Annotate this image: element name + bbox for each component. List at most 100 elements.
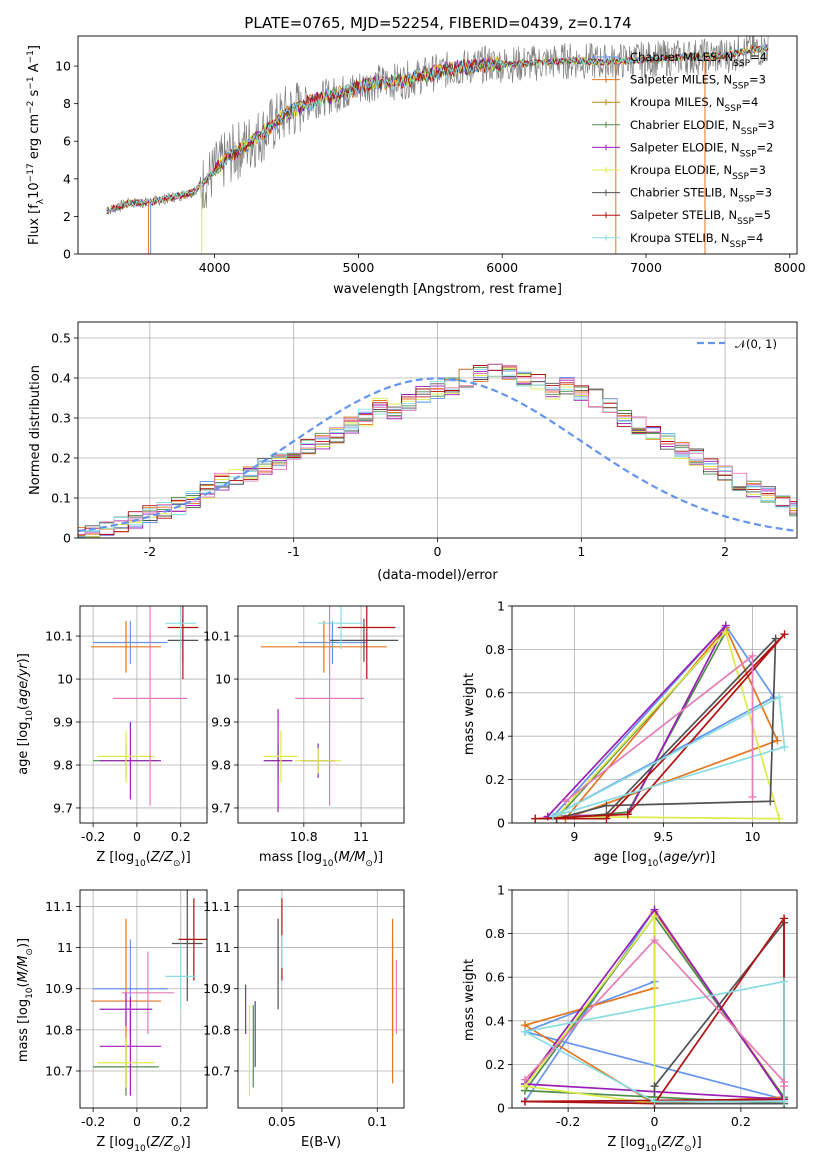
weight-line-1: [564, 626, 779, 820]
y-tick-label: 10.8: [45, 1022, 73, 1037]
y-tick-label: 0: [63, 531, 71, 546]
y-tick-label: 10.7: [203, 1063, 231, 1078]
x-tick-label: -1: [287, 544, 299, 559]
y-tick-label: 0.1: [51, 491, 71, 506]
y-axis-label: mass weight: [462, 673, 477, 755]
weight-marker: [623, 810, 632, 819]
y-tick-label: 11.1: [203, 899, 231, 914]
x-tick-label: 10.8: [290, 829, 318, 844]
weight-marker: [780, 1097, 789, 1106]
weight-line-4: [524, 913, 656, 1105]
plot-area: [90, 890, 207, 1096]
axes-weight-vs-Z: -0.2 0 0.2 0 0.2 0.4 0.6 0.8 1 Z [log10(Z/Z⊙)] mas…: [462, 883, 798, 1154]
y-axis-label: Flux [fλ10−17 erg cm−2 s−1 A−1]: [26, 45, 46, 245]
data-point-7: [318, 606, 364, 649]
x-axis-label: Z [log10(Z/Z⊙)]: [96, 1135, 190, 1154]
y-tick-label: 9.8: [53, 757, 73, 772]
plot-area: [245, 898, 397, 1096]
plot-area: [78, 363, 797, 538]
legend-label-6: Chabrier STELIB, NSSP=3: [630, 186, 772, 205]
weight-line-6: [535, 633, 786, 820]
gaussian-curve: [78, 377, 797, 533]
y-tick-label: 1: [497, 883, 505, 898]
plot-area: [260, 606, 399, 813]
data-point-3: [263, 709, 293, 813]
x-tick-label: 0.05: [268, 1114, 296, 1129]
y-tick-label: 2: [63, 209, 71, 224]
data-point-4: [97, 1038, 155, 1088]
data-point-4: [263, 730, 299, 783]
x-tick-label: 5000: [343, 260, 375, 275]
x-tick-label: 10: [745, 829, 761, 844]
x-tick-label: 4000: [199, 260, 231, 275]
y-tick-label: 0.2: [485, 772, 505, 787]
legend-label-1: Salpeter MILES, NSSP=3: [630, 73, 766, 92]
legend-label-8: Kroupa STELIB, NSSP=4: [630, 231, 763, 250]
data-point-6: [167, 606, 199, 680]
legend-label-5: Kroupa ELODIE, NSSP=3: [630, 163, 766, 182]
residual-histogram-8: [78, 363, 797, 535]
x-axis-label: E(B-V): [301, 1135, 341, 1150]
axes-frame: [511, 889, 798, 1109]
x-axis-label: wavelength [Angstrom, rest frame]: [333, 282, 562, 297]
axes-mass-vs-Z: -0.2 0 0.2 10.7 10.8 10.9 11 11.1 Z [log10(Z/Z⊙)…: [16, 889, 208, 1154]
x-tick-label: 0: [651, 1114, 659, 1129]
plot-area: [520, 905, 789, 1108]
y-tick-label: 4: [63, 171, 71, 186]
weight-line-0: [552, 624, 776, 818]
legend-label-0: Chabrier MILES, NSSP=4: [630, 50, 767, 69]
weight-marker: [548, 812, 557, 821]
weight-marker: [721, 628, 730, 637]
y-tick-label: 0.2: [51, 451, 71, 466]
y-axis-label: mass weight: [462, 959, 477, 1041]
y-tick-label: 0: [63, 247, 71, 262]
weight-marker: [650, 1097, 659, 1106]
x-axis-label: age [log10(age/yr)]: [594, 850, 716, 869]
x-tick-label: 7000: [630, 260, 662, 275]
x-tick-label: -2: [144, 544, 156, 559]
y-tick-label: 0.6: [485, 970, 505, 985]
axes-frame: [237, 605, 405, 824]
data-point-5: [329, 618, 399, 662]
axes-frame: [79, 605, 208, 824]
y-tick-label: 10: [57, 672, 73, 687]
residual-histogram-7: [78, 369, 797, 538]
y-tick-label: 10.8: [203, 1022, 231, 1037]
x-tick-label: -0.2: [556, 1114, 580, 1129]
weight-marker: [780, 977, 789, 986]
weight-marker: [531, 814, 540, 823]
data-point-6: [178, 898, 207, 981]
weight-line-7: [552, 695, 786, 818]
x-axis-label: (data-model)/error: [377, 568, 498, 583]
data-point-0: [298, 621, 367, 665]
y-axis-label: age [log10(age/yr)]: [16, 653, 35, 775]
x-tick-label: 0.1: [367, 1114, 387, 1129]
y-tick-label: 0: [497, 1101, 505, 1116]
observed-spectrum-line: [106, 36, 769, 215]
plot-area: [106, 36, 769, 254]
data-point-10: [295, 747, 342, 774]
y-tick-label: 0.6: [485, 685, 505, 700]
weight-marker: [773, 736, 782, 745]
y-tick-label: 9.8: [211, 757, 231, 772]
data-point-1: [90, 621, 162, 673]
weight-marker: [748, 792, 757, 801]
weight-marker: [775, 693, 784, 702]
x-axis-label: Z [log10(Z/Z⊙)]: [607, 1135, 701, 1154]
weight-marker: [650, 936, 659, 945]
x-tick-label: 8000: [774, 260, 806, 275]
x-tick-label: 0: [133, 1114, 141, 1129]
data-point-8: [121, 951, 175, 1034]
x-tick-label: 0: [133, 829, 141, 844]
data-point-1: [260, 621, 387, 673]
legend-label-2: Kroupa MILES, NSSP=4: [630, 95, 758, 114]
y-tick-label: 0.4: [51, 371, 71, 386]
weight-marker: [561, 797, 570, 806]
y-tick-label: 0.8: [485, 642, 505, 657]
x-axis-label: mass [log10(M/M⊙)]: [259, 850, 383, 869]
y-tick-label: 10.7: [45, 1063, 73, 1078]
y-tick-label: 9.7: [53, 800, 73, 815]
data-point-5: [171, 890, 203, 1002]
data-point-7: [165, 606, 197, 649]
